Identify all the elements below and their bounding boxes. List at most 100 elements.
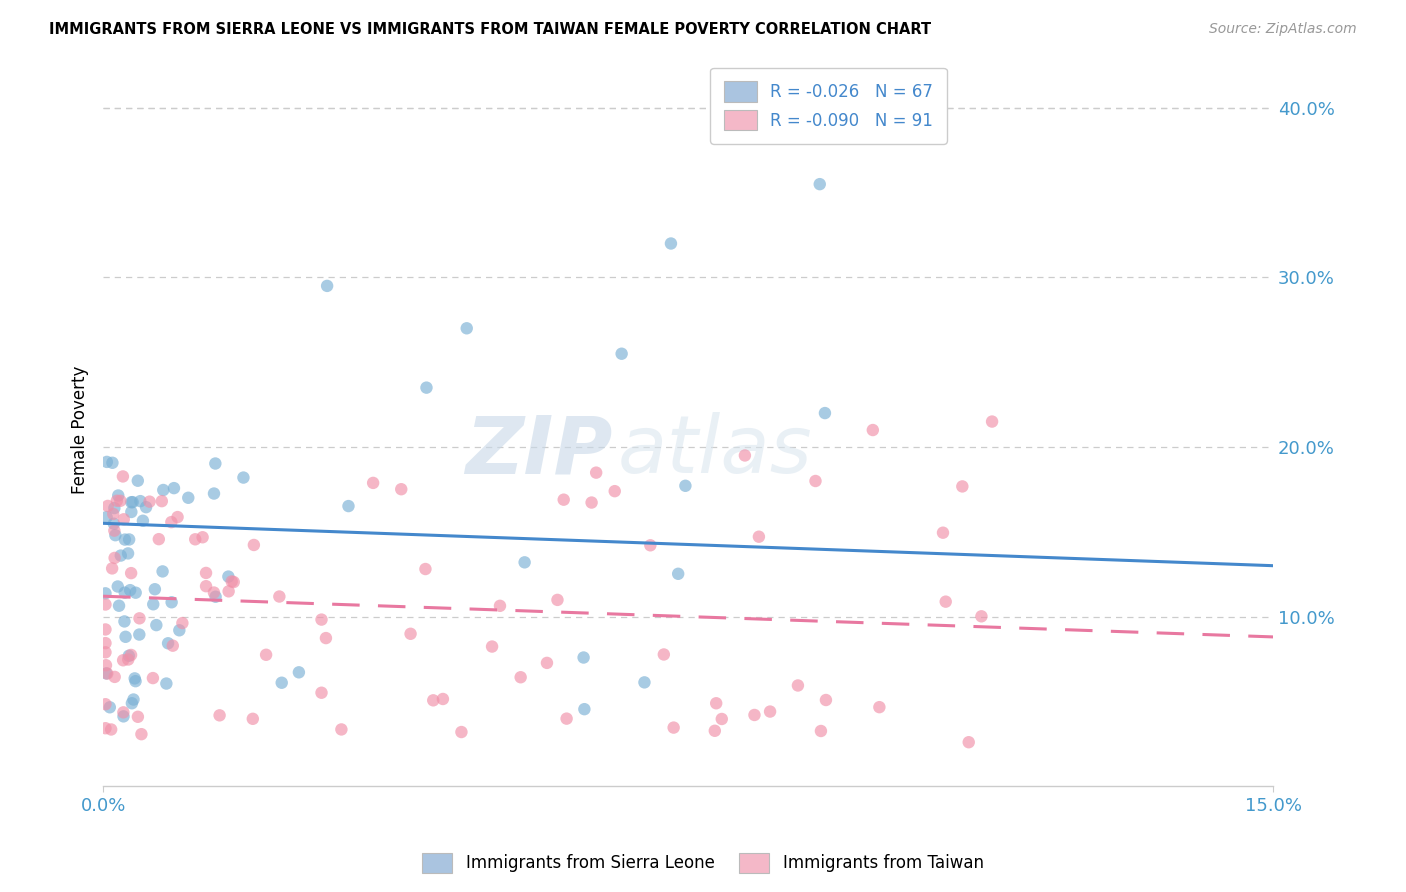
- Point: [101, 561, 124, 575]
- Point: [103, 516, 125, 531]
- Point: [120, 495, 142, 509]
- Point: [94, 586, 117, 600]
- Point: [142, 597, 165, 611]
- Point: [120, 648, 142, 662]
- Point: [814, 406, 837, 420]
- Point: [103, 501, 125, 516]
- Point: [572, 650, 595, 665]
- Point: [659, 236, 682, 251]
- Point: [166, 510, 188, 524]
- Point: [787, 678, 810, 692]
- Point: [114, 585, 136, 599]
- Point: [100, 723, 122, 737]
- Point: [155, 676, 177, 690]
- Point: [269, 590, 291, 604]
- Point: [103, 507, 125, 521]
- Point: [195, 579, 218, 593]
- Point: [104, 528, 127, 542]
- Point: [970, 609, 993, 624]
- Y-axis label: Female Poverty: Female Poverty: [72, 366, 89, 494]
- Point: [191, 530, 214, 544]
- Point: [361, 475, 384, 490]
- Point: [288, 665, 311, 680]
- Point: [389, 482, 412, 496]
- Point: [122, 692, 145, 706]
- Point: [112, 706, 135, 720]
- Point: [124, 585, 146, 599]
- Point: [162, 639, 184, 653]
- Point: [104, 550, 127, 565]
- Point: [112, 512, 135, 526]
- Text: atlas: atlas: [617, 412, 813, 491]
- Point: [662, 721, 685, 735]
- Point: [748, 530, 770, 544]
- Point: [218, 584, 240, 599]
- Point: [935, 595, 957, 609]
- Point: [932, 525, 955, 540]
- Point: [399, 627, 422, 641]
- Point: [94, 658, 117, 673]
- Point: [131, 727, 153, 741]
- Point: [432, 692, 454, 706]
- Point: [221, 574, 243, 589]
- Point: [311, 613, 333, 627]
- Point: [172, 615, 194, 630]
- Point: [160, 595, 183, 609]
- Point: [120, 583, 142, 598]
- Point: [270, 675, 292, 690]
- Point: [633, 675, 655, 690]
- Point: [117, 546, 139, 560]
- Point: [673, 479, 696, 493]
- Point: [204, 590, 226, 604]
- Point: [640, 538, 662, 552]
- Point: [120, 566, 142, 581]
- Point: [222, 574, 245, 589]
- Point: [94, 721, 117, 735]
- Point: [157, 636, 180, 650]
- Point: [135, 500, 157, 515]
- Point: [804, 474, 827, 488]
- Point: [138, 494, 160, 508]
- Point: [208, 708, 231, 723]
- Point: [160, 515, 183, 529]
- Point: [94, 697, 117, 711]
- Point: [103, 524, 125, 538]
- Point: [202, 585, 225, 599]
- Point: [105, 493, 128, 508]
- Point: [150, 494, 173, 508]
- Point: [107, 488, 129, 502]
- Point: [957, 735, 980, 749]
- Point: [311, 686, 333, 700]
- Point: [145, 618, 167, 632]
- Legend: Immigrants from Sierra Leone, Immigrants from Taiwan: Immigrants from Sierra Leone, Immigrants…: [416, 847, 990, 880]
- Point: [96, 510, 118, 524]
- Point: [232, 470, 254, 484]
- Point: [121, 696, 143, 710]
- Point: [808, 177, 831, 191]
- Point: [337, 499, 360, 513]
- Point: [950, 479, 973, 493]
- Point: [810, 723, 832, 738]
- Point: [96, 666, 118, 681]
- Point: [94, 645, 117, 659]
- Point: [704, 696, 727, 710]
- Point: [148, 532, 170, 546]
- Point: [666, 566, 689, 581]
- Point: [316, 279, 339, 293]
- Point: [652, 648, 675, 662]
- Point: [107, 580, 129, 594]
- Point: [710, 712, 733, 726]
- Point: [415, 381, 437, 395]
- Point: [152, 483, 174, 497]
- Point: [110, 493, 132, 508]
- Point: [450, 725, 472, 739]
- Point: [117, 652, 139, 666]
- Point: [112, 653, 135, 667]
- Point: [581, 495, 603, 509]
- Point: [132, 514, 155, 528]
- Point: [121, 495, 143, 509]
- Point: [128, 627, 150, 641]
- Point: [112, 709, 135, 723]
- Point: [330, 723, 353, 737]
- Point: [177, 491, 200, 505]
